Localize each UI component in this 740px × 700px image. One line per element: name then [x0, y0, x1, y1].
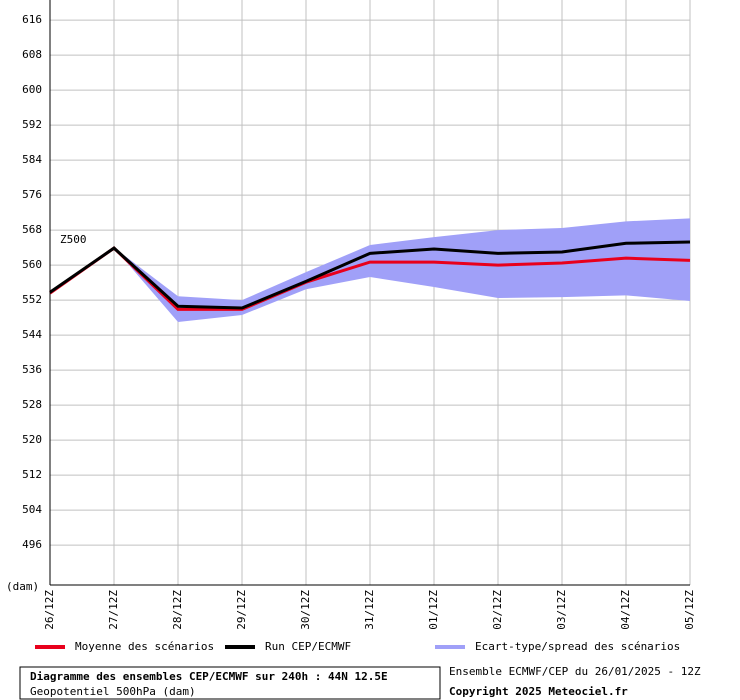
footer-title: Diagramme des ensembles CEP/ECMWF sur 24…	[30, 670, 388, 683]
y-tick-label: 568	[22, 223, 42, 236]
y-tick-label: 560	[22, 258, 42, 271]
legend-label: Ecart-type/spread des scénarios	[475, 640, 680, 653]
series-line	[49, 246, 691, 311]
y-unit: (dam)	[6, 580, 39, 593]
y-tick-label: 600	[22, 83, 42, 96]
y-tick-label: 608	[22, 48, 42, 61]
x-tick-label: 03/12Z	[555, 590, 568, 630]
footer-box	[19, 666, 441, 700]
y-tick-label: 520	[22, 433, 42, 446]
footer-run: Ensemble ECMWF/CEP du 26/01/2025 - 12Z	[449, 665, 701, 678]
x-tick-label: 01/12Z	[427, 590, 440, 630]
series-line	[49, 240, 691, 310]
x-tick-label: 28/12Z	[171, 590, 184, 630]
x-tick-label: 05/12Z	[683, 590, 696, 630]
x-tick-label: 31/12Z	[363, 590, 376, 630]
x-tick-label: 30/12Z	[299, 590, 312, 630]
legend-label: Moyenne des scénarios	[75, 640, 214, 653]
x-tick-label: 04/12Z	[619, 590, 632, 630]
y-tick-label: 552	[22, 293, 42, 306]
x-tick-label: 26/12Z	[43, 590, 56, 630]
y-tick-label: 616	[22, 13, 42, 26]
y-tick-label: 496	[22, 538, 42, 551]
legend-label: Run CEP/ECMWF	[265, 640, 351, 653]
spread-band	[50, 218, 690, 323]
y-tick-label: 544	[22, 328, 42, 341]
footer-copyright: Copyright 2025 Meteociel.fr	[449, 685, 628, 698]
y-tick-label: 504	[22, 503, 42, 516]
y-tick-label: 528	[22, 398, 42, 411]
x-tick-label: 27/12Z	[107, 590, 120, 630]
y-tick-label: 592	[22, 118, 42, 131]
annotation: Z500	[60, 233, 87, 246]
y-tick-label: 584	[22, 153, 42, 166]
x-tick-label: 02/12Z	[491, 590, 504, 630]
x-tick-label: 29/12Z	[235, 590, 248, 630]
y-tick-label: 512	[22, 468, 42, 481]
footer-subtitle: Geopotentiel 500hPa (dam)	[30, 685, 196, 698]
y-tick-label: 576	[22, 188, 42, 201]
y-tick-label: 536	[22, 363, 42, 376]
